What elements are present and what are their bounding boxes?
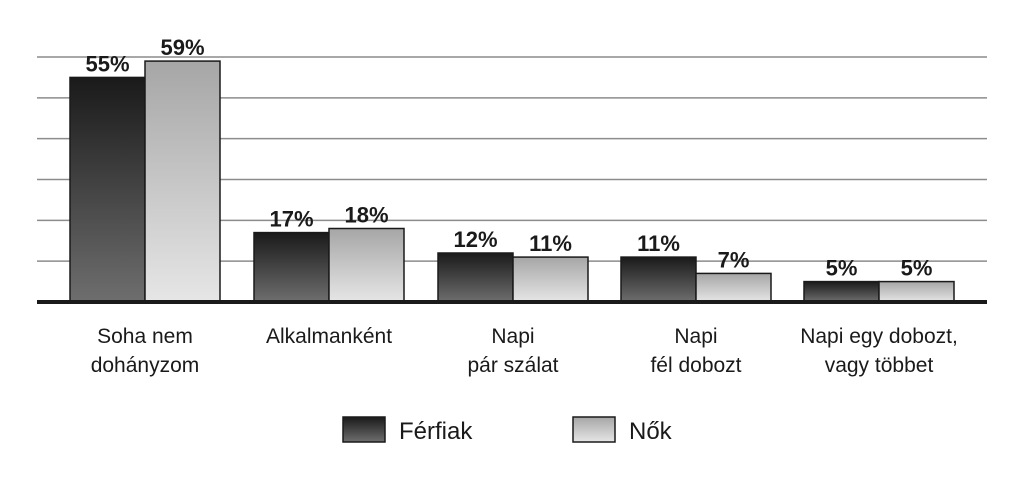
category-label: pár szálat	[467, 354, 558, 377]
bar-ferfiak	[803, 280, 880, 303]
bar-nok	[878, 280, 955, 303]
legend-label-ferfiak: Férfiak	[399, 418, 473, 445]
value-label: 12%	[453, 227, 497, 252]
legend-swatch-ferfiak	[342, 416, 386, 443]
bar-ferfiak	[437, 252, 514, 303]
bar-ferfiak	[69, 76, 146, 303]
value-labels: 55% 17% 12% 11% 5% 59% 18% 11% 7% 5%	[85, 35, 932, 281]
bar-nok	[695, 272, 772, 303]
bar-ferfiak	[620, 256, 697, 303]
category-label: Napi	[491, 325, 534, 348]
value-label: 18%	[344, 203, 388, 228]
bar-ferfiak	[253, 231, 330, 303]
legend: Férfiak Nők	[342, 416, 673, 445]
category-label: vagy többet	[825, 354, 934, 377]
bar-nok	[328, 227, 405, 303]
value-label: 11%	[529, 231, 572, 256]
bars	[69, 60, 955, 303]
value-label: 11%	[637, 231, 680, 256]
value-label: 55%	[85, 51, 129, 76]
bar-nok	[512, 256, 589, 303]
legend-swatch-nok	[572, 416, 616, 443]
value-label: 17%	[269, 207, 313, 232]
category-labels: Soha nem dohányzom Alkalmanként Napi pár szá…	[91, 325, 958, 377]
category-label: Napi	[674, 325, 717, 348]
value-label: 5%	[826, 256, 858, 281]
category-label: Soha nem	[97, 325, 193, 348]
category-label: Alkalmanként	[266, 325, 392, 348]
value-label: 5%	[901, 256, 933, 281]
value-label: 59%	[160, 35, 204, 60]
category-label: fél dobozt	[650, 354, 741, 377]
category-label: dohányzom	[91, 354, 200, 377]
bar-nok	[144, 60, 221, 303]
category-label: Napi egy dobozt,	[800, 325, 958, 348]
legend-label-nok: Nők	[629, 418, 673, 445]
value-label: 7%	[718, 247, 750, 272]
